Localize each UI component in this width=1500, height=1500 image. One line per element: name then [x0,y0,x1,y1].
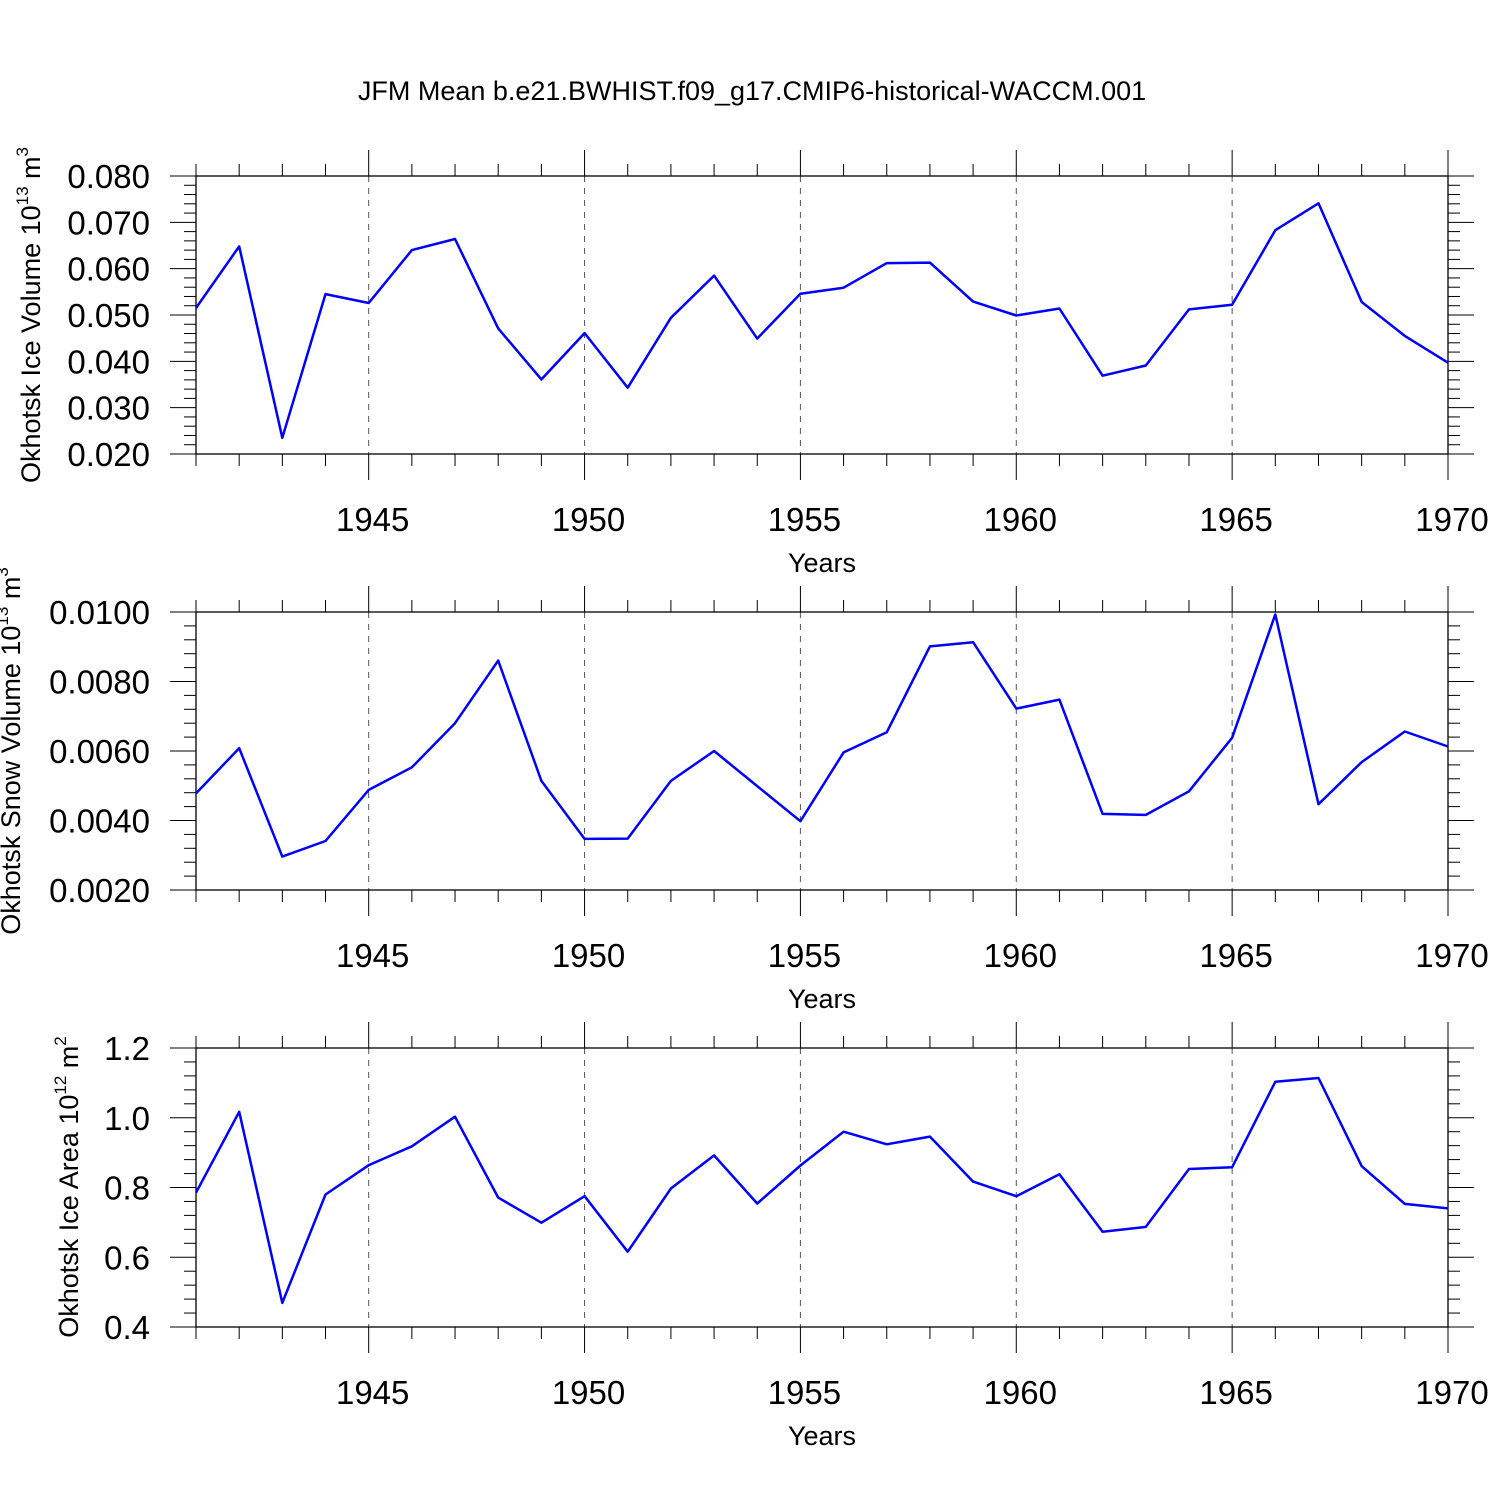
y-tick-label: 0.0060 [49,733,150,770]
y-tick-label: 0.030 [67,390,150,427]
x-tick-label: 1955 [768,501,841,538]
x-tick-label: 1965 [1199,937,1272,974]
x-axis-title: Years [788,548,856,578]
x-tick-label: 1970 [1415,937,1488,974]
y-axis-title: Okhotsk Snow Volume 1013 m3 [0,567,26,935]
y-tick-label: 0.0100 [49,594,150,631]
y-tick-label: 0.6 [104,1239,150,1276]
x-tick-label: 1965 [1199,501,1272,538]
y-tick-label: 1.2 [104,1030,150,1067]
y-tick-label: 0.040 [67,343,150,380]
plot-frame [195,611,1449,891]
x-tick-label: 1945 [336,1374,409,1411]
y-axis-title: Okhotsk Ice Area 1012 m2 [51,1036,84,1338]
x-tick-label: 1965 [1199,1374,1272,1411]
x-tick-label: 1960 [984,937,1057,974]
x-tick-label: 1955 [768,1374,841,1411]
y-tick-label: 0.0040 [49,803,150,840]
figure-title: JFM Mean b.e21.BWHIST.f09_g17.CMIP6-hist… [358,76,1146,106]
panel-ice-area: Okhotsk Ice Area 1012 m2 Years 0.4 0.6 0.8… [51,1022,1489,1451]
x-tick-label: 1950 [552,501,625,538]
x-axis-title: Years [788,984,856,1014]
panel-ice-volume: Okhotsk Ice Volume 1013 m3 Years 0.020 0.… [13,147,1489,578]
x-tick-label: 1945 [336,501,409,538]
x-tick-label: 1945 [336,937,409,974]
x-tick-label: 1960 [984,1374,1057,1411]
x-axis-title: Years [788,1421,856,1451]
y-tick-label: 0.070 [67,204,150,241]
x-tick-label: 1950 [552,1374,625,1411]
x-tick-label: 1950 [552,937,625,974]
y-axis-title: Okhotsk Ice Volume 1013 m3 [13,147,46,483]
y-tick-label: 0.8 [104,1170,150,1207]
x-tick-label: 1970 [1415,501,1488,538]
x-tick-label: 1970 [1415,1374,1488,1411]
x-tick-label: 1955 [768,937,841,974]
y-tick-label: 0.060 [67,251,150,288]
series-line [195,613,1449,858]
panel-snow-volume: Okhotsk Snow Volume 1013 m3 Years 0.0020… [0,567,1489,1014]
y-tick-label: 0.050 [67,297,150,334]
y-tick-label: 0.080 [67,158,150,195]
series-line [194,202,1449,440]
plot-frame [195,1047,1449,1328]
y-tick-label: 1.0 [104,1100,150,1137]
y-tick-label: 0.020 [67,436,150,473]
y-tick-label: 0.0020 [49,872,150,909]
y-tick-label: 0.0080 [49,664,150,701]
series-line [194,1076,1449,1305]
x-tick-label: 1960 [984,501,1057,538]
plot-frame [195,175,1449,455]
y-tick-label: 0.4 [104,1309,150,1346]
